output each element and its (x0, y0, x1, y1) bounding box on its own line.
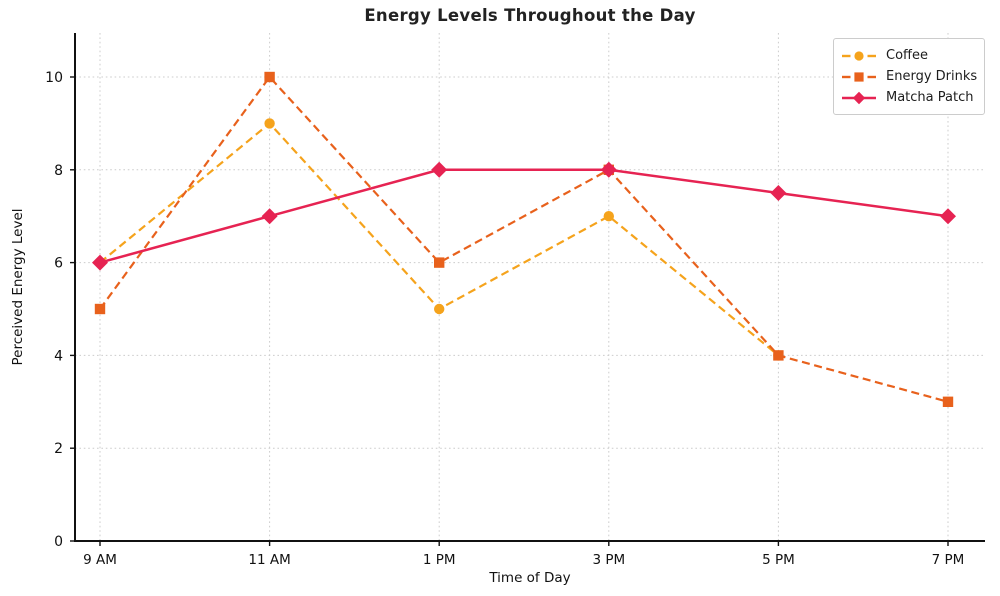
x-tick-label: 3 PM (592, 552, 625, 568)
legend-label-matcha-patch: Matcha Patch (886, 90, 974, 105)
marker-coffee (434, 303, 445, 315)
legend-item-matcha-patch: Matcha Patch (841, 87, 976, 108)
marker-matcha-patch (261, 208, 278, 225)
marker-energy-drinks (773, 350, 784, 361)
marker-energy-drinks (94, 303, 106, 315)
x-tick-label: 5 PM (762, 552, 795, 568)
y-axis-label: Perceived Energy Level (10, 208, 26, 366)
chart-title: Energy Levels Throughout the Day (364, 6, 696, 25)
legend-sample-marker (852, 91, 866, 104)
marker-matcha-patch (92, 254, 108, 271)
marker-matcha-patch (431, 161, 448, 178)
legend-sample-coffee-icon (842, 50, 876, 61)
legend-item-energy-drinks: Energy Drinks (841, 66, 978, 87)
series-energy-drinks (94, 71, 954, 407)
y-tick-label: 4 (54, 348, 63, 364)
x-tick-label: 1 PM (423, 552, 456, 568)
legend-sample-matcha-patch-icon (842, 91, 876, 104)
y-tick-label: 2 (54, 441, 63, 457)
marker-coffee (603, 211, 614, 222)
legend-item-coffee: Coffee (841, 45, 976, 66)
x-tick-label: 11 AM (248, 552, 290, 568)
legend-sample-marker (854, 50, 864, 61)
x-tick-label: 7 PM (932, 552, 965, 568)
series-line-matcha-patch (99, 168, 949, 264)
legend-label-energy-drinks: Energy Drinks (886, 69, 978, 84)
y-tick-label: 8 (54, 163, 63, 179)
legend: Coffee Energy Drinks Matcha Patch (833, 38, 985, 115)
legend-sample-energy-drinks-icon (842, 71, 876, 82)
y-tick-label: 0 (54, 534, 63, 550)
marker-energy-drinks (434, 257, 445, 268)
y-tick-label: 10 (45, 70, 63, 86)
legend-sample-marker (854, 71, 864, 82)
marker-coffee (264, 118, 275, 129)
series-matcha-patch (92, 161, 956, 271)
marker-matcha-patch (770, 185, 787, 201)
marker-matcha-patch (940, 208, 956, 225)
x-axis-label: Time of Day (489, 570, 571, 586)
marker-energy-drinks (264, 71, 275, 83)
x-tick-label: 9 AM (83, 552, 117, 568)
y-tick-label: 6 (54, 256, 63, 272)
marker-energy-drinks (942, 396, 954, 407)
marker-matcha-patch (600, 161, 617, 178)
legend-label-coffee: Coffee (886, 48, 928, 63)
series-line-energy-drinks (99, 75, 949, 403)
